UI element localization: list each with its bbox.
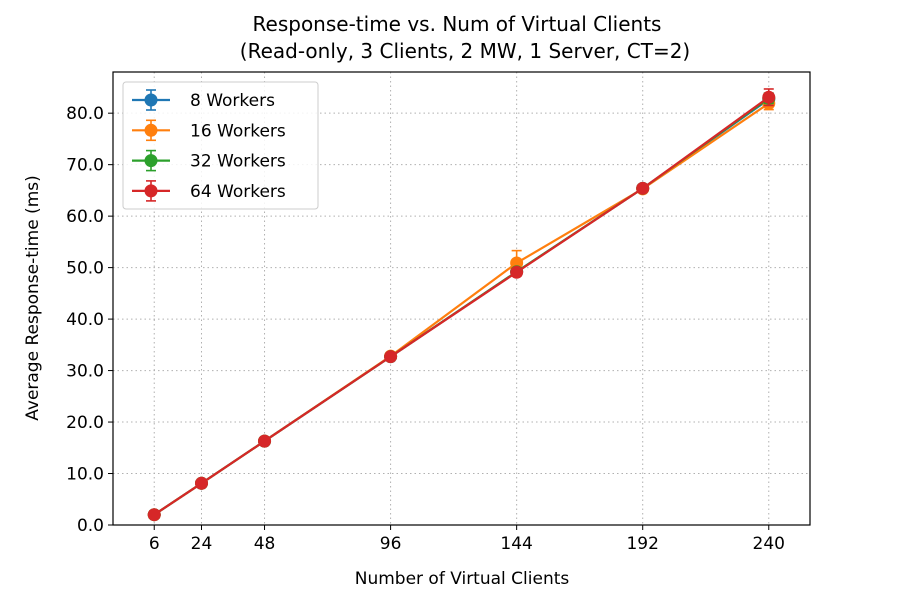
y-tick-label: 30.0 [66,362,104,382]
x-tick-label: 24 [191,534,213,554]
legend-swatch-marker [144,93,158,107]
y-tick-label: 40.0 [66,310,104,330]
x-axis: 6 24 48 96 144 192 240 [149,525,785,554]
chart-title-line1: Response-time vs. Num of Virtual Clients [253,12,662,36]
series-layer [147,88,776,522]
y-tick-label: 70.0 [66,156,104,176]
legend-item: 32 Workers [132,149,286,172]
data-point [510,265,524,279]
x-tick-label: 6 [149,534,160,554]
legend-item: 8 Workers [132,89,275,111]
x-tick-label: 240 [753,534,785,554]
legend-label: 64 Workers [190,182,286,202]
chart-title-line2: (Read-only, 3 Clients, 2 MW, 1 Server, C… [240,39,690,63]
x-tick-label: 192 [626,534,658,554]
data-point [636,181,650,195]
data-point [762,90,776,104]
legend-item: 16 Workers [132,119,286,141]
legend-label: 16 Workers [190,121,286,141]
y-tick-label: 80.0 [66,104,104,124]
y-tick-label: 60.0 [66,207,104,227]
y-tick-label: 20.0 [66,413,104,433]
y-tick-label: 10.0 [66,465,104,485]
legend-label: 32 Workers [190,152,286,172]
y-axis: 0.0 10.0 20.0 30.0 40.0 50.0 60.0 70.0 80.0 [66,104,113,536]
data-point [258,434,272,448]
legend-swatch-marker [144,123,158,137]
data-point [147,508,161,522]
legend: 8 Workers 16 Workers 32 Workers 64 Workers [122,81,319,210]
series-4 [147,88,776,522]
legend-item: 64 Workers [132,180,286,202]
data-point [195,476,209,490]
x-tick-label: 144 [500,534,532,554]
y-tick-label: 0.0 [77,516,104,536]
data-point [384,350,398,364]
x-axis-label: Number of Virtual Clients [355,569,570,589]
y-axis-label: Average Response-time (ms) [23,175,43,421]
legend-swatch-marker [144,154,158,168]
y-tick-label: 50.0 [66,259,104,279]
legend-box [122,81,319,210]
plot-frame [112,71,811,526]
x-tick-label: 96 [380,534,402,554]
legend-label: 8 Workers [190,91,275,111]
x-tick-label: 48 [254,534,276,554]
legend-swatch-marker [144,184,158,198]
